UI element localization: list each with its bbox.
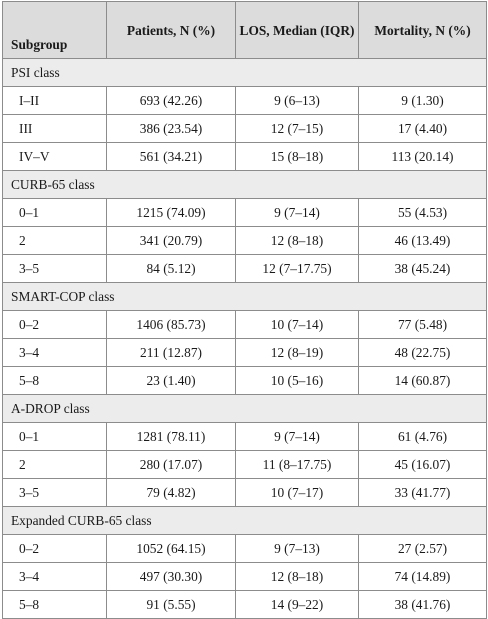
los-cell: 9 (6–13) [235, 86, 359, 115]
patients-cell: 280 (17.07) [106, 450, 236, 479]
los-cell: 10 (7–17) [235, 478, 359, 507]
table-row: 3–4 211 (12.87) 12 (8–19) 48 (22.75) [2, 338, 487, 367]
subgroup-cell: III [2, 114, 107, 143]
patients-cell: 561 (34.21) [106, 142, 236, 171]
table-row: 2 280 (17.07) 11 (8–17.75) 45 (16.07) [2, 450, 487, 479]
header-los: LOS, Median (IQR) [235, 1, 359, 59]
table-row: 0–2 1406 (85.73) 10 (7–14) 77 (5.48) [2, 310, 487, 339]
table-row: 0–2 1052 (64.15) 9 (7–13) 27 (2.57) [2, 534, 487, 563]
table-row: 3–5 84 (5.12) 12 (7–17.75) 38 (45.24) [2, 254, 487, 283]
subgroup-cell: 5–8 [2, 366, 107, 395]
los-cell: 12 (8–18) [235, 562, 359, 591]
los-cell: 10 (7–14) [235, 310, 359, 339]
group-title: Expanded CURB-65 class [2, 506, 487, 535]
patients-cell: 211 (12.87) [106, 338, 236, 367]
mortality-cell: 77 (5.48) [358, 310, 487, 339]
table-row: 3–5 79 (4.82) 10 (7–17) 33 (41.77) [2, 478, 487, 507]
subgroup-cell: 3–4 [2, 338, 107, 367]
subgroup-cell: 2 [2, 226, 107, 255]
patients-cell: 693 (42.26) [106, 86, 236, 115]
table-row: 5–8 23 (1.40) 10 (5–16) 14 (60.87) [2, 366, 487, 395]
patients-cell: 386 (23.54) [106, 114, 236, 143]
mortality-cell: 38 (45.24) [358, 254, 487, 283]
los-cell: 15 (8–18) [235, 142, 359, 171]
mortality-cell: 14 (60.87) [358, 366, 487, 395]
los-cell: 10 (5–16) [235, 366, 359, 395]
subgroup-cell: 0–2 [2, 534, 107, 563]
mortality-cell: 38 (41.76) [358, 590, 487, 619]
patients-cell: 79 (4.82) [106, 478, 236, 507]
group-header-row: SMART-COP class [2, 282, 487, 311]
los-cell: 9 (7–14) [235, 198, 359, 227]
patients-cell: 341 (20.79) [106, 226, 236, 255]
patients-cell: 1281 (78.11) [106, 422, 236, 451]
table-row: 3–4 497 (30.30) 12 (8–18) 74 (14.89) [2, 562, 487, 591]
table-row: 2 341 (20.79) 12 (8–18) 46 (13.49) [2, 226, 487, 255]
los-cell: 12 (7–17.75) [235, 254, 359, 283]
subgroup-cell: IV–V [2, 142, 107, 171]
group-header-row: PSI class [2, 58, 487, 87]
los-cell: 9 (7–14) [235, 422, 359, 451]
subgroup-cell: 3–5 [2, 254, 107, 283]
header-subgroup: Subgroup [2, 1, 107, 59]
subgroup-cell: I–II [2, 86, 107, 115]
group-title: A-DROP class [2, 394, 487, 423]
mortality-cell: 9 (1.30) [358, 86, 487, 115]
patients-cell: 91 (5.55) [106, 590, 236, 619]
patients-cell: 1052 (64.15) [106, 534, 236, 563]
los-cell: 11 (8–17.75) [235, 450, 359, 479]
table-row: IV–V 561 (34.21) 15 (8–18) 113 (20.14) [2, 142, 487, 171]
header-patients: Patients, N (%) [106, 1, 236, 59]
mortality-cell: 27 (2.57) [358, 534, 487, 563]
mortality-cell: 17 (4.40) [358, 114, 487, 143]
patients-cell: 23 (1.40) [106, 366, 236, 395]
los-cell: 12 (8–18) [235, 226, 359, 255]
los-cell: 12 (7–15) [235, 114, 359, 143]
table-header: Subgroup Patients, N (%) LOS, Median (IQ… [2, 1, 487, 59]
group-title: SMART-COP class [2, 282, 487, 311]
subgroup-cell: 3–4 [2, 562, 107, 591]
subgroup-cell: 0–1 [2, 198, 107, 227]
group-header-row: Expanded CURB-65 class [2, 506, 487, 535]
los-cell: 14 (9–22) [235, 590, 359, 619]
subgroup-cell: 2 [2, 450, 107, 479]
patients-cell: 84 (5.12) [106, 254, 236, 283]
mortality-cell: 45 (16.07) [358, 450, 487, 479]
table-row: III 386 (23.54) 12 (7–15) 17 (4.40) [2, 114, 487, 143]
table-row: 5–8 91 (5.55) 14 (9–22) 38 (41.76) [2, 590, 487, 619]
patients-cell: 497 (30.30) [106, 562, 236, 591]
subgroup-cell: 3–5 [2, 478, 107, 507]
mortality-cell: 48 (22.75) [358, 338, 487, 367]
mortality-cell: 55 (4.53) [358, 198, 487, 227]
mortality-cell: 113 (20.14) [358, 142, 487, 171]
group-header-row: CURB-65 class [2, 170, 487, 199]
group-title: PSI class [2, 58, 487, 87]
patients-cell: 1215 (74.09) [106, 198, 236, 227]
header-mortality: Mortality, N (%) [358, 1, 487, 59]
los-cell: 12 (8–19) [235, 338, 359, 367]
table-row: I–II 693 (42.26) 9 (6–13) 9 (1.30) [2, 86, 487, 115]
los-cell: 9 (7–13) [235, 534, 359, 563]
table-row: 0–1 1281 (78.11) 9 (7–14) 61 (4.76) [2, 422, 487, 451]
subgroup-cell: 0–2 [2, 310, 107, 339]
mortality-cell: 74 (14.89) [358, 562, 487, 591]
table-row: 0–1 1215 (74.09) 9 (7–14) 55 (4.53) [2, 198, 487, 227]
patients-cell: 1406 (85.73) [106, 310, 236, 339]
subgroup-cell: 5–8 [2, 590, 107, 619]
group-header-row: A-DROP class [2, 394, 487, 423]
group-title: CURB-65 class [2, 170, 487, 199]
header-row: Subgroup Patients, N (%) LOS, Median (IQ… [2, 1, 487, 59]
mortality-cell: 61 (4.76) [358, 422, 487, 451]
mortality-cell: 33 (41.77) [358, 478, 487, 507]
mortality-cell: 46 (13.49) [358, 226, 487, 255]
subgroup-cell: 0–1 [2, 422, 107, 451]
table-body: PSI class I–II 693 (42.26) 9 (6–13) 9 (1.30)… [2, 58, 487, 619]
